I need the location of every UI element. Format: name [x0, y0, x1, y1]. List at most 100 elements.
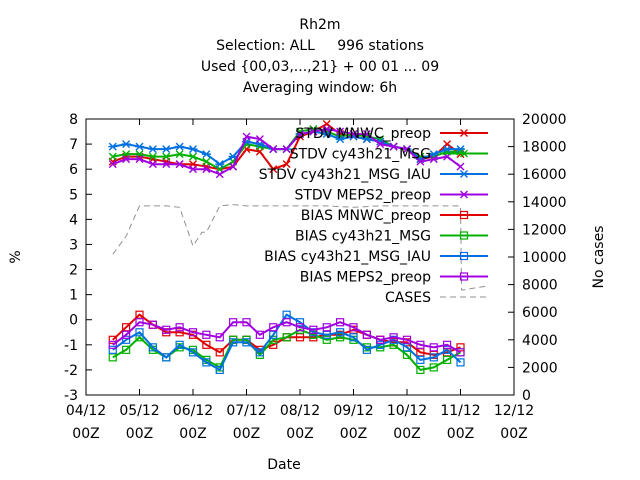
data-point-7 [215, 333, 224, 342]
data-point-7 [309, 325, 318, 334]
y2-tick-label: 6000 [522, 305, 558, 321]
data-point-5 [282, 333, 291, 342]
data-point-7 [108, 340, 117, 349]
data-point-7 [389, 333, 398, 342]
data-point-7 [456, 348, 465, 357]
data-point-7 [242, 318, 251, 327]
data-point-2 [188, 145, 198, 154]
data-point-6 [242, 338, 251, 347]
data-point-3 [416, 157, 425, 166]
data-point-2 [335, 135, 345, 144]
data-point-3 [309, 127, 318, 136]
data-point-3 [162, 160, 171, 169]
legend-label: STDV MNWC_preop [295, 126, 431, 142]
x-tick-label: 08/12 [280, 403, 320, 419]
data-point-3 [122, 155, 131, 164]
legend-marker [459, 272, 469, 281]
data-point-5 [429, 363, 438, 372]
data-point-7 [402, 335, 412, 344]
data-point-3 [282, 145, 291, 154]
series-line-8 [112, 204, 488, 291]
y-tick-label: 8 [69, 112, 78, 128]
data-point-1 [189, 152, 197, 161]
data-point-7 [148, 320, 157, 329]
y2-tick-label: 20000 [522, 112, 567, 128]
y-tick-label: -1 [64, 338, 78, 354]
y-tick-label: 7 [69, 137, 78, 153]
data-point-6 [188, 348, 198, 357]
data-point-7 [202, 330, 211, 339]
data-point-6 [202, 358, 211, 367]
data-point-7 [443, 340, 452, 349]
data-point-4 [202, 340, 211, 349]
x-tick-label: 06/12 [173, 403, 213, 419]
x-tick-label-hour: 00Z [179, 426, 206, 442]
x-tick-label: 04/12 [66, 403, 106, 419]
legend-marker [459, 210, 469, 220]
data-point-4 [175, 328, 184, 337]
data-point-3 [456, 162, 465, 171]
legend-marker [460, 190, 468, 199]
data-point-7 [429, 343, 438, 352]
x-tick-label-hour: 00Z [233, 426, 260, 442]
data-point-7 [135, 318, 144, 327]
data-point-5 [336, 333, 345, 342]
data-point-0 [269, 165, 278, 174]
data-point-3 [296, 130, 304, 139]
data-point-6 [362, 345, 371, 354]
data-point-6 [443, 345, 452, 354]
data-point-3 [376, 140, 385, 149]
legend-label: BIAS MNWC_preop [301, 208, 431, 224]
data-point-2 [442, 145, 452, 154]
data-point-6 [429, 353, 438, 362]
data-point-2 [215, 160, 225, 169]
legend-marker [460, 149, 468, 158]
data-point-1 [108, 152, 117, 161]
data-point-4 [215, 348, 224, 357]
data-point-7 [122, 330, 131, 339]
y2-tick-label: 18000 [522, 140, 567, 156]
data-point-2 [161, 145, 171, 154]
data-point-6 [229, 338, 238, 347]
legend-label: STDV cy43h21_MSG_IAU [259, 167, 431, 183]
data-point-7 [295, 323, 305, 332]
y-tick-label: 2 [69, 263, 78, 279]
data-point-5 [122, 345, 131, 354]
data-point-7 [188, 328, 198, 337]
data-point-2 [175, 142, 185, 151]
data-point-1 [202, 157, 211, 166]
legend-marker [459, 231, 469, 240]
y-tick-label: 5 [69, 187, 78, 203]
data-point-7 [416, 340, 425, 349]
data-point-3 [429, 155, 438, 164]
x-tick-label-hour: 00Z [126, 426, 153, 442]
y-tick-label: -3 [64, 388, 78, 404]
data-point-3 [148, 160, 157, 169]
data-point-2 [148, 145, 158, 154]
data-point-3 [403, 145, 411, 154]
series-line-6 [112, 313, 462, 372]
data-point-3 [242, 132, 251, 141]
data-point-3 [202, 165, 211, 174]
chart-title-line-2: Selection: ALL 996 stations [216, 38, 424, 54]
y2-tick-label: 12000 [522, 222, 567, 238]
y2-tick-label: 4000 [522, 333, 558, 349]
y-tick-label: 6 [69, 162, 78, 178]
data-point-7 [255, 330, 264, 339]
data-point-3 [135, 155, 144, 164]
legend-marker [459, 170, 469, 178]
x-tick-label: 10/12 [387, 403, 427, 419]
series-line-7 [112, 321, 461, 354]
y-tick-label: 0 [69, 313, 78, 329]
data-point-3 [269, 145, 278, 154]
x-tick-label: 07/12 [226, 403, 266, 419]
legend-label: BIAS MEPS2_preop [300, 270, 431, 286]
data-point-3 [349, 130, 358, 139]
data-point-3 [322, 125, 331, 134]
legend-label: BIAS cy43h21_MSG_IAU [264, 249, 431, 265]
x-tick-label-hour: 00Z [447, 426, 474, 442]
chart-title-line-3: Used {00,03,...,21} + 00 01 ... 09 [200, 59, 440, 75]
data-point-1 [175, 150, 184, 159]
data-point-4 [456, 343, 465, 352]
data-point-3 [189, 165, 197, 174]
